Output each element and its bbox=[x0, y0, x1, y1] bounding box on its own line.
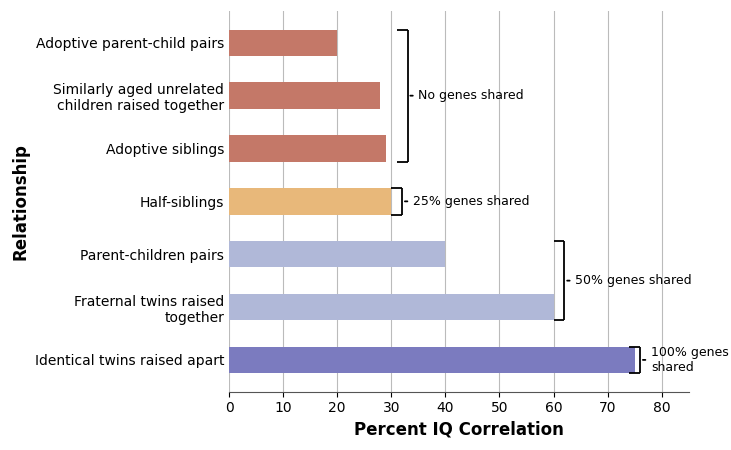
Text: 25% genes shared: 25% genes shared bbox=[405, 195, 529, 208]
Bar bbox=[229, 135, 386, 162]
Bar bbox=[229, 346, 635, 373]
Bar bbox=[229, 294, 553, 320]
Text: 100% genes
shared: 100% genes shared bbox=[643, 346, 729, 374]
Bar bbox=[229, 30, 337, 56]
Bar bbox=[229, 188, 391, 215]
Bar bbox=[229, 82, 380, 109]
Bar bbox=[229, 241, 445, 267]
Text: 50% genes shared: 50% genes shared bbox=[567, 274, 692, 287]
Text: No genes shared: No genes shared bbox=[410, 89, 524, 102]
Y-axis label: Relationship: Relationship bbox=[11, 143, 29, 260]
X-axis label: Percent IQ Correlation: Percent IQ Correlation bbox=[354, 421, 564, 439]
